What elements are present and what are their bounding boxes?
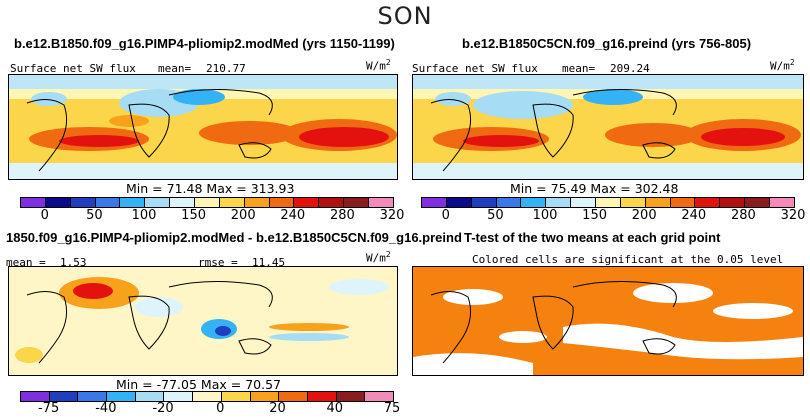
colorbar-swatch — [336, 392, 366, 401]
top-right-mean-label: mean= — [562, 62, 596, 75]
colorbar-tick-label: 200 — [230, 208, 256, 223]
colorbar-swatch — [244, 198, 270, 207]
colorbar-swatch — [45, 198, 71, 207]
colorbar-swatch — [571, 198, 597, 207]
colorbar-swatch — [120, 198, 146, 207]
colorbar-tick-label: -75 — [37, 401, 60, 416]
top-left-variable: Surface net SW flux — [10, 62, 136, 75]
colorbar-swatch — [546, 198, 572, 207]
colorbar-swatch — [193, 392, 222, 401]
bottom-left-title: 1850.f09_g16.PIMP4-pliomip2.modMed - b.e… — [6, 230, 462, 245]
colorbar-tick-label: 320 — [780, 208, 806, 223]
colorbar-tick-label: -40 — [95, 401, 117, 416]
top-right-units: W/m2 — [770, 58, 795, 73]
top-right-title: b.e12.B1850C5CN.f09_g16.preind (yrs 756-… — [462, 36, 752, 51]
colorbar-swatch — [49, 392, 79, 401]
colorbar-tick-label: 40 — [326, 401, 344, 416]
colorbar-swatch — [365, 392, 393, 401]
colorbar-swatch — [344, 198, 370, 207]
top-left-mean-label: mean= — [158, 62, 192, 75]
colorbar-swatch — [269, 198, 295, 207]
colorbar-swatch — [21, 392, 50, 401]
top-right-map — [412, 74, 804, 180]
top-left-title: b.e12.B1850.f09_g16.PIMP4-pliomip2.modMe… — [14, 36, 395, 51]
bottom-right-title: T-test of the two means at each grid poi… — [464, 230, 721, 245]
top-right-variable: Surface net SW flux — [412, 62, 538, 75]
colorbar-tick-label: 240 — [681, 208, 707, 223]
colorbar-swatch — [745, 198, 771, 207]
colorbar-swatch — [145, 198, 171, 207]
top-left-colorbar-ticks: 0 50 100 150 200 240 280 320 — [20, 208, 405, 224]
colorbar-swatch — [720, 198, 746, 207]
top-left-map — [8, 74, 398, 180]
colorbar-swatch — [496, 198, 522, 207]
colorbar-swatch — [95, 198, 121, 207]
colorbar-tick-label: 0 — [216, 401, 225, 416]
colorbar-swatch — [695, 198, 721, 207]
colorbar-swatch — [307, 392, 337, 401]
colorbar-swatch — [471, 198, 497, 207]
bottom-right-map — [412, 266, 804, 376]
colorbar-tick-label: 75 — [383, 401, 401, 416]
colorbar-tick-label: 280 — [730, 208, 756, 223]
colorbar-tick-label: 150 — [181, 208, 207, 223]
colorbar-tick-label: 200 — [631, 208, 657, 223]
bottom-left-mean-value: 1.53 — [60, 256, 87, 269]
colorbar-swatch — [521, 198, 547, 207]
colorbar-tick-label: 50 — [487, 208, 504, 223]
bottom-left-rmse-value: 11.45 — [252, 256, 286, 269]
colorbar-swatch — [620, 198, 646, 207]
bottom-left-map — [8, 266, 398, 376]
colorbar-swatch — [369, 198, 393, 207]
top-right-minmax: Min = 75.49 Max = 302.48 — [510, 181, 679, 196]
colorbar-tick-label: -20 — [152, 401, 174, 416]
bottom-left-colorbar-ticks: -75 -40 -20 0 20 40 75 — [20, 401, 400, 417]
colorbar-swatch — [319, 198, 345, 207]
colorbar-tick-label: 50 — [86, 208, 103, 223]
colorbar-tick-label: 0 — [40, 208, 49, 223]
colorbar-tick-label: 100 — [131, 208, 157, 223]
colorbar-swatch — [422, 198, 447, 207]
top-left-mean-value: 210.77 — [206, 62, 246, 75]
bottom-left-minmax: Min = -77.05 Max = 70.57 — [116, 377, 281, 392]
colorbar-swatch — [279, 392, 308, 401]
bottom-left-rmse-label: rmse = — [198, 256, 238, 269]
colorbar-swatch — [596, 198, 621, 207]
colorbar-swatch — [164, 392, 194, 401]
top-left-colorbar — [20, 197, 394, 208]
colorbar-swatch — [170, 198, 196, 207]
top-right-colorbar-ticks: 0 50 100 150 200 240 280 320 — [421, 208, 806, 224]
colorbar-swatch — [135, 392, 165, 401]
colorbar-swatch — [770, 198, 794, 207]
colorbar-swatch — [250, 392, 280, 401]
colorbar-tick-label: 20 — [269, 401, 286, 416]
colorbar-swatch — [219, 198, 245, 207]
top-right-colorbar — [421, 197, 795, 208]
colorbar-tick-label: 240 — [280, 208, 306, 223]
colorbar-swatch — [221, 392, 251, 401]
top-left-units: W/m2 — [366, 58, 391, 73]
colorbar-swatch — [107, 392, 136, 401]
colorbar-tick-label: 100 — [532, 208, 558, 223]
colorbar-swatch — [21, 198, 46, 207]
colorbar-tick-label: 150 — [582, 208, 608, 223]
colorbar-swatch — [294, 198, 320, 207]
colorbar-swatch — [670, 198, 696, 207]
bottom-left-mean-label: mean = — [6, 256, 46, 269]
colorbar-tick-label: 320 — [379, 208, 405, 223]
colorbar-swatch — [70, 198, 96, 207]
top-left-minmax: Min = 71.48 Max = 313.93 — [126, 181, 295, 196]
colorbar-tick-label: 0 — [441, 208, 450, 223]
colorbar-swatch — [645, 198, 671, 207]
bottom-left-colorbar — [20, 391, 394, 402]
bottom-left-units: W/m2 — [366, 250, 391, 265]
colorbar-swatch — [195, 198, 220, 207]
colorbar-tick-label: 280 — [329, 208, 355, 223]
bottom-right-subtitle: Colored cells are significant at the 0.0… — [472, 253, 784, 266]
season-title: SON — [377, 2, 433, 30]
top-right-mean-value: 209.24 — [610, 62, 650, 75]
colorbar-swatch — [446, 198, 472, 207]
colorbar-swatch — [78, 392, 108, 401]
